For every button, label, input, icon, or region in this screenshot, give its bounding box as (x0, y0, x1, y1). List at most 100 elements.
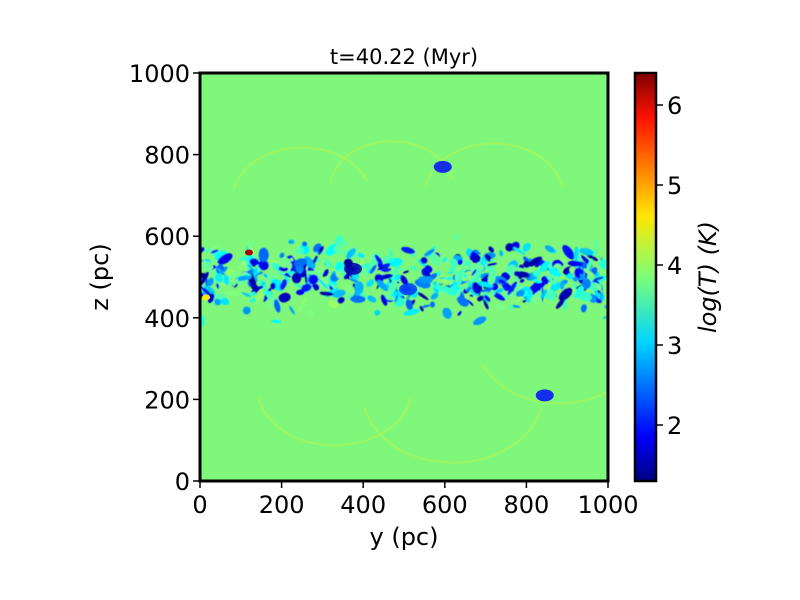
colorbar-tick-label: 2 (667, 412, 682, 440)
cold-gas-blob (544, 245, 555, 253)
cold-gas-blob (237, 264, 250, 272)
cold-gas-blob (505, 243, 514, 252)
cold-gas-blob (207, 277, 214, 287)
y-tick-label: 0 (175, 468, 190, 496)
cold-gas-blob (509, 305, 514, 310)
cold-gas-blob (527, 256, 543, 267)
cold-gas-blob (471, 269, 477, 276)
cold-gas-blob (335, 270, 344, 279)
cold-gas-blob (586, 253, 599, 262)
cold-gas-blob (291, 272, 302, 284)
cold-gas-blob (353, 281, 364, 296)
cold-gas-blob (429, 301, 436, 308)
cold-gas-blob (349, 278, 360, 283)
cold-gas-blob (394, 293, 399, 303)
shock-shell-contours (232, 140, 608, 464)
cold-gas-blob (376, 279, 389, 292)
cold-gas-blob (306, 270, 323, 276)
cold-gas-blob (563, 300, 567, 311)
shell-arc (329, 140, 454, 184)
cold-gas-blob (383, 255, 391, 264)
cold-gas-blob (567, 273, 574, 280)
cold-gas-blob (458, 269, 463, 286)
cold-gas-blob (579, 248, 594, 256)
cold-gas-blob (232, 278, 239, 287)
cold-gas-blob (533, 279, 542, 284)
cold-gas-blob (595, 283, 603, 293)
cold-gas-blob (366, 279, 375, 287)
cold-gas-blob (357, 252, 365, 258)
cold-gas-blob (593, 276, 604, 281)
cold-gas-blob (488, 265, 496, 273)
cold-gas-blob (495, 288, 504, 294)
cold-gas-blob (498, 279, 506, 285)
cold-gas-blob (216, 267, 225, 276)
chart-title: t=40.22 (Myr) (330, 45, 478, 69)
cold-gas-blob (288, 239, 295, 244)
cold-gas-blob (452, 234, 460, 241)
cold-gas-blob (330, 283, 337, 290)
hot-spot (202, 294, 211, 301)
cold-gas-blob (364, 262, 372, 271)
cold-gas-blob (438, 285, 455, 294)
cold-gas-blob (377, 263, 391, 273)
cold-clump (433, 160, 452, 173)
cold-gas-blob (281, 279, 287, 289)
shell-arc (257, 397, 413, 447)
cold-gas-blob (249, 281, 261, 295)
cold-gas-blob (548, 267, 562, 277)
y-tick-label: 200 (144, 386, 190, 414)
cold-gas-blob (539, 261, 550, 272)
cold-gas-blob (332, 289, 346, 298)
cold-gas-blob (217, 253, 233, 265)
cold-gas-blob (263, 273, 268, 278)
cold-gas-blob (308, 274, 319, 285)
cold-gas-blob (317, 246, 324, 255)
cold-gas-blob (270, 319, 282, 324)
cold-gas-blob (289, 305, 295, 315)
cold-gas-blob (533, 269, 542, 278)
shell-arc (363, 406, 543, 464)
cold-gas-blob (374, 309, 381, 316)
cold-gas-blob (471, 282, 481, 294)
cold-gas-blob (530, 294, 541, 305)
cold-gas-blob (457, 310, 462, 316)
cold-gas-blob (284, 275, 290, 283)
cold-gas-blob (263, 284, 268, 293)
cold-clump (535, 389, 554, 402)
cold-gas-blob (496, 255, 499, 259)
cold-gas-blob (483, 262, 490, 271)
cold-gas-blob (515, 289, 525, 297)
cold-gas-blob (515, 296, 522, 303)
cold-gas-blob (210, 249, 219, 254)
cold-gas-blob (519, 279, 525, 283)
cold-gas-blob (249, 258, 260, 266)
cold-gas-blob (464, 295, 478, 303)
cold-gas-blob (391, 264, 400, 277)
cold-gas-blob (573, 285, 585, 299)
y-axis-label: z (pc) (86, 243, 114, 310)
cold-gas-blob (350, 295, 366, 303)
cold-gas-blob (480, 287, 494, 293)
cold-gas-blob (514, 275, 519, 282)
colorbar (633, 71, 658, 483)
cold-gas-blob (463, 274, 468, 279)
cold-gas-blob (298, 297, 307, 312)
cold-gas-blob (346, 248, 356, 259)
cold-gas-blob (304, 256, 316, 269)
cold-gas-blob (522, 242, 531, 252)
cold-gas-blob (461, 259, 467, 272)
colorbar-ticks: 2 3 4 5 6 (656, 92, 682, 440)
cold-gas-blob (301, 283, 312, 292)
cold-gas-blob (250, 297, 256, 303)
cold-gas-blob (572, 277, 578, 282)
cold-gas-blob (492, 292, 506, 301)
x-tick-label: 1000 (577, 491, 638, 519)
cold-gas-blob (436, 271, 441, 276)
cold-gas-blob (200, 260, 214, 272)
cold-gas-blob (274, 299, 281, 313)
cold-gas-blob (477, 281, 494, 288)
cold-gas-blob (405, 299, 413, 311)
x-tick-label: 400 (340, 491, 386, 519)
